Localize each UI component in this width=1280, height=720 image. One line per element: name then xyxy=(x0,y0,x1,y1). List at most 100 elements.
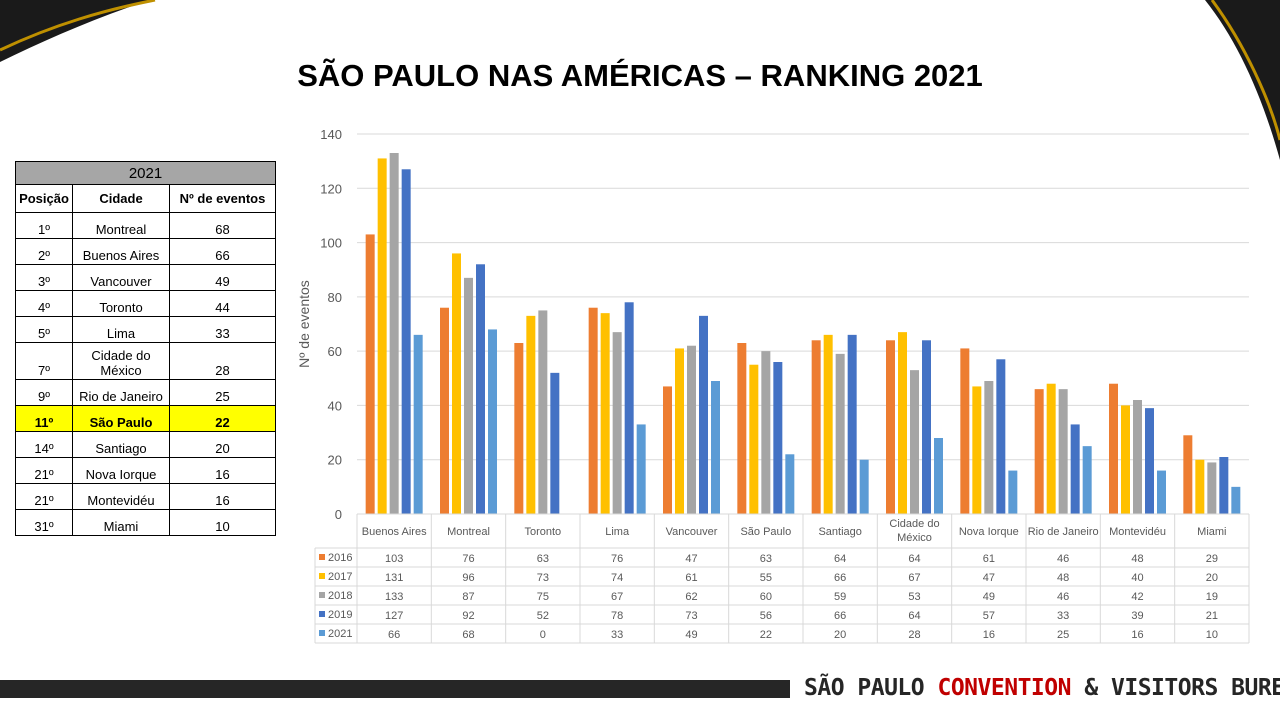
bar-2018-4 xyxy=(687,345,696,514)
legend-label: 2017 xyxy=(328,571,352,583)
table-row: 21º Nova Iorque 16 xyxy=(15,457,276,484)
bar-2021-7 xyxy=(934,438,943,514)
data-label: 53 xyxy=(908,591,920,603)
data-label: 64 xyxy=(834,553,846,565)
table-row: 14º Santiago 20 xyxy=(15,431,276,458)
bar-2016-5 xyxy=(737,343,747,514)
data-label: 55 xyxy=(760,572,772,584)
data-label: 16 xyxy=(1131,629,1143,641)
y-tick-label: 140 xyxy=(320,127,342,142)
data-label: 0 xyxy=(540,629,546,641)
data-label: 60 xyxy=(760,591,772,603)
data-label: 64 xyxy=(908,610,920,622)
data-label: 33 xyxy=(611,629,623,641)
bar-2016-0 xyxy=(365,234,375,514)
data-label: 40 xyxy=(1131,572,1143,584)
x-category-label: Nova Iorque xyxy=(959,526,1019,538)
data-label: 48 xyxy=(1131,553,1143,565)
cell-city: Rio de Janeiro xyxy=(72,379,170,406)
cell-events: 20 xyxy=(169,431,276,458)
col-header-position: Posição xyxy=(15,184,73,213)
bar-2018-8 xyxy=(984,381,994,514)
bar-2018-6 xyxy=(835,353,845,514)
ranking-table: 2021 Posição Cidade Nº de eventos 1º Mont… xyxy=(15,161,276,536)
bar-2017-10 xyxy=(1121,405,1130,514)
x-category-label: Miami xyxy=(1197,526,1226,538)
x-category-label: São Paulo xyxy=(740,526,791,538)
data-label: 127 xyxy=(385,610,403,622)
cell-city: Santiago xyxy=(72,431,170,458)
cell-city: Cidade do México xyxy=(72,342,170,380)
cell-city: Nova Iorque xyxy=(72,457,170,484)
data-label: 21 xyxy=(1206,610,1218,622)
bar-2021-5 xyxy=(785,454,795,514)
bar-2016-1 xyxy=(440,307,449,514)
cell-pos: 14º xyxy=(15,431,73,458)
data-label: 42 xyxy=(1131,591,1143,603)
bar-2018-1 xyxy=(464,277,473,514)
x-category-label: Vancouver xyxy=(666,526,718,538)
bar-2021-4 xyxy=(711,381,720,514)
bar-2019-5 xyxy=(773,362,783,514)
table-row: 9º Rio de Janeiro 25 xyxy=(15,379,276,406)
footer-bar xyxy=(0,680,790,698)
slide-title: SÃO PAULO NAS AMÉRICAS – RANKING 2021 xyxy=(297,58,983,93)
bar-2017-11 xyxy=(1195,459,1205,514)
bar-2016-7 xyxy=(886,340,895,514)
data-label: 10 xyxy=(1206,629,1218,641)
cell-events: 22 xyxy=(169,405,276,432)
bar-2017-9 xyxy=(1046,383,1056,514)
cell-pos: 9º xyxy=(15,379,73,406)
data-label: 28 xyxy=(908,629,920,641)
legend-key-2019 xyxy=(319,611,325,617)
bar-2021-11 xyxy=(1231,486,1241,514)
cell-city: Buenos Aires xyxy=(72,238,170,265)
x-category-label: Lima xyxy=(605,526,630,538)
data-label: 47 xyxy=(983,572,995,584)
data-label: 87 xyxy=(462,591,474,603)
data-label: 67 xyxy=(611,591,623,603)
legend-key-2021 xyxy=(319,630,325,636)
bar-2018-3 xyxy=(612,332,622,514)
data-label: 73 xyxy=(537,572,549,584)
cell-events: 16 xyxy=(169,457,276,484)
bar-2021-8 xyxy=(1008,470,1018,514)
data-label: 76 xyxy=(462,553,474,565)
bar-2016-6 xyxy=(811,340,821,514)
bar-2016-9 xyxy=(1034,389,1044,514)
data-label: 78 xyxy=(611,610,623,622)
data-label: 74 xyxy=(611,572,623,584)
top-right-gold-line xyxy=(1210,0,1280,141)
bar-2019-9 xyxy=(1070,424,1080,514)
legend-key-2018 xyxy=(319,592,325,598)
bar-2018-0 xyxy=(389,153,399,514)
bar-2021-0 xyxy=(413,334,423,514)
data-label: 20 xyxy=(834,629,846,641)
bar-2018-9 xyxy=(1058,389,1068,514)
bar-2018-2 xyxy=(538,310,548,514)
data-label: 68 xyxy=(462,629,474,641)
bar-2017-0 xyxy=(377,158,387,514)
data-label: 56 xyxy=(760,610,772,622)
bar-2021-3 xyxy=(636,424,646,514)
bar-2019-0 xyxy=(401,169,411,515)
cell-city: Montevidéu xyxy=(72,483,170,510)
data-label: 133 xyxy=(385,591,403,603)
legend-label: 2019 xyxy=(328,609,352,621)
cell-pos: 31º xyxy=(15,509,73,536)
table-row: 21º Montevidéu 16 xyxy=(15,483,276,510)
x-category-label: Cidade do México xyxy=(889,518,939,544)
bar-2021-9 xyxy=(1082,446,1092,514)
data-label: 66 xyxy=(388,629,400,641)
legend-label: 2021 xyxy=(328,628,352,640)
data-label: 59 xyxy=(834,591,846,603)
data-label: 61 xyxy=(983,553,995,565)
bar-2016-8 xyxy=(960,348,970,514)
legend-key-2017 xyxy=(319,573,325,579)
bar-2017-8 xyxy=(972,386,982,514)
top-right-swoosh xyxy=(1205,0,1280,160)
cell-events: 33 xyxy=(169,316,276,343)
data-label: 96 xyxy=(462,572,474,584)
